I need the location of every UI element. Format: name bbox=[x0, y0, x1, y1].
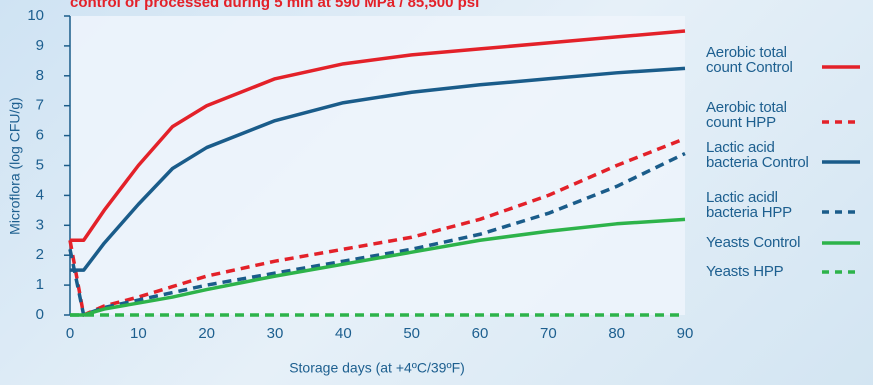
x-tick-label: 70 bbox=[540, 325, 557, 342]
x-tick-label: 80 bbox=[608, 325, 625, 342]
series-line bbox=[68, 136, 686, 317]
x-tick-label: 90 bbox=[677, 325, 694, 342]
y-axis-label: Microflora (log CFU/g) bbox=[7, 97, 23, 235]
y-tick-label: 10 bbox=[27, 7, 44, 24]
legend-label: Yeasts Control bbox=[706, 233, 801, 251]
series-line bbox=[70, 29, 686, 242]
x-tick-label: 30 bbox=[267, 325, 284, 342]
series-line bbox=[70, 66, 686, 272]
legend-label: Lactic acidl bacteria HPP bbox=[706, 189, 792, 221]
y-tick-label: 3 bbox=[36, 216, 44, 233]
series-line bbox=[68, 151, 686, 317]
x-tick-label: 10 bbox=[130, 325, 147, 342]
y-tick-label: 7 bbox=[36, 97, 44, 114]
plot-area bbox=[70, 16, 685, 315]
y-tick-label: 2 bbox=[36, 246, 44, 263]
y-tick-label: 9 bbox=[36, 37, 44, 54]
y-tick-label: 0 bbox=[36, 306, 44, 323]
legend-label: Aerobic total count Control bbox=[706, 44, 793, 76]
x-tick-label: 20 bbox=[198, 325, 215, 342]
y-tick-label: 6 bbox=[36, 127, 44, 144]
chart-title: control or processed during 5 min at 590… bbox=[70, 0, 479, 11]
y-tick-label: 8 bbox=[36, 67, 44, 84]
legend-label: Yeasts HPP bbox=[706, 262, 784, 280]
series-line bbox=[70, 217, 686, 317]
y-tick-label: 4 bbox=[36, 186, 44, 203]
x-tick-label: 50 bbox=[403, 325, 420, 342]
x-axis-label: Storage days (at +4ºC/39ºF) bbox=[289, 360, 465, 376]
x-tick-label: 60 bbox=[472, 325, 489, 342]
legend-label: Aerobic total count HPP bbox=[706, 99, 787, 131]
x-tick-label: 0 bbox=[66, 325, 74, 342]
legend-label: Lactic acid bacteria Control bbox=[706, 139, 809, 171]
y-tick-label: 5 bbox=[36, 156, 44, 173]
y-tick-label: 1 bbox=[36, 276, 44, 293]
x-tick-label: 40 bbox=[335, 325, 352, 342]
